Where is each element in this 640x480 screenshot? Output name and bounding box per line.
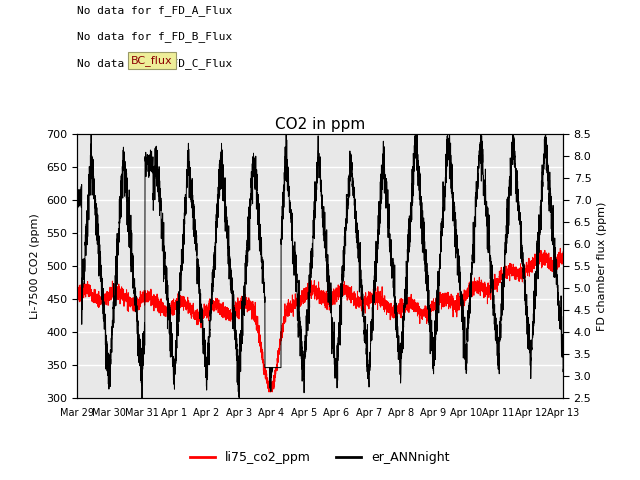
Text: No data for f_FD_C_Flux: No data for f_FD_C_Flux [77, 58, 232, 69]
Y-axis label: FD chamber flux (ppm): FD chamber flux (ppm) [597, 202, 607, 331]
Title: CO2 in ppm: CO2 in ppm [275, 117, 365, 132]
Text: No data for f_FD_A_Flux: No data for f_FD_A_Flux [77, 5, 232, 16]
Legend: li75_co2_ppm, er_ANNnight: li75_co2_ppm, er_ANNnight [186, 446, 454, 469]
Y-axis label: Li-7500 CO2 (ppm): Li-7500 CO2 (ppm) [30, 214, 40, 319]
Text: No data for f_FD_B_Flux: No data for f_FD_B_Flux [77, 31, 232, 42]
Text: BC_flux: BC_flux [131, 55, 173, 66]
